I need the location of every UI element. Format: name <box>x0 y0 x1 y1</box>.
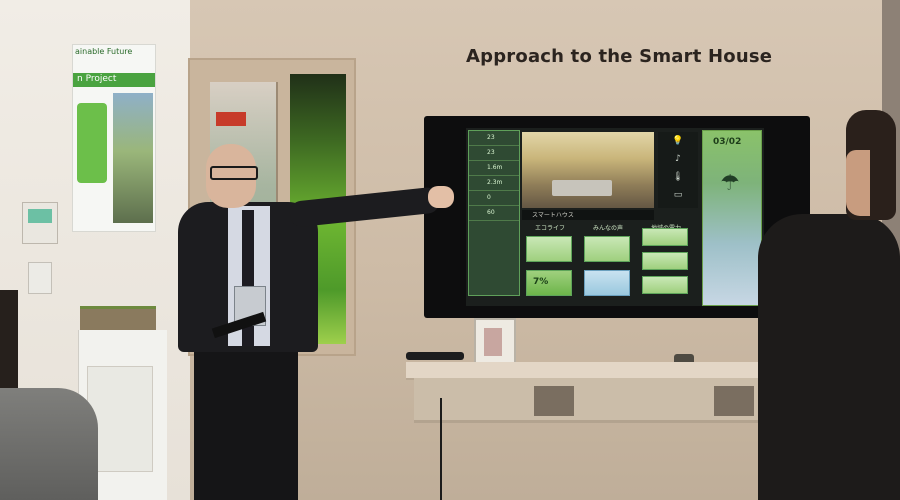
device-icons-column: 💡 ♪ 🌡 ▭ <box>658 132 698 208</box>
poster-top-text: ainable Future <box>75 47 133 56</box>
poster: ainable Future n Project <box>72 44 156 232</box>
poster-graphic <box>77 103 107 183</box>
bed-shape <box>552 180 612 196</box>
window-sticker <box>216 112 246 126</box>
tv-screen: 23 23 1.6m 2.3m 0 60 スマートハウス 💡 ♪ 🌡 ▭ 03/… <box>466 128 764 306</box>
camera-caption: スマートハウス <box>522 210 654 220</box>
shelf-gap <box>714 386 754 416</box>
room-camera-view <box>522 132 654 208</box>
wall-thermostat <box>22 202 58 244</box>
sensor-row: 60 <box>469 206 519 221</box>
thermometer-icon: 🌡 <box>672 172 684 182</box>
camera-caption-text: スマートハウス <box>532 212 574 219</box>
wall-outlet <box>28 262 52 294</box>
weather-panel: 03/02 ☂ <box>702 130 762 306</box>
presenter-head <box>206 144 256 208</box>
umbrella-icon: ☂ <box>720 171 740 196</box>
presenter-hand <box>428 186 454 208</box>
tile-header: みんなの声 <box>592 225 623 232</box>
sensor-row: 0 <box>469 191 519 206</box>
tile <box>526 236 572 262</box>
info-tiles: エコライフ みんなの声 地域の電力 7% <box>522 224 698 304</box>
sensor-row: 23 <box>469 131 519 146</box>
presenter-legs <box>194 352 298 500</box>
glasses-icon <box>210 166 258 180</box>
tile <box>584 270 630 296</box>
tile <box>584 236 630 262</box>
lightbulb-icon: 💡 <box>672 136 684 146</box>
thermostat-screen <box>28 209 52 223</box>
wall-sign: Approach to the Smart House <box>466 46 773 67</box>
counter-panel <box>87 366 153 472</box>
visitor-right <box>758 110 900 500</box>
poster-band-text: n Project <box>77 74 117 84</box>
tile-percent: 7% <box>533 277 549 287</box>
presenter <box>170 138 454 500</box>
shelf-gap <box>534 386 574 416</box>
cable <box>440 398 442 500</box>
visitor-right-body <box>758 214 900 500</box>
visitor-left-shoulder <box>0 388 98 500</box>
left-edge-shadow <box>0 290 18 400</box>
sensor-row: 23 <box>469 146 519 161</box>
screen-icon: ▭ <box>673 190 683 200</box>
tile <box>642 228 688 246</box>
sensor-column: 23 23 1.6m 2.3m 0 60 <box>468 130 520 296</box>
remote-control <box>406 352 464 360</box>
tile <box>642 276 688 294</box>
tv-display: 23 23 1.6m 2.3m 0 60 スマートハウス 💡 ♪ 🌡 ▭ 03/… <box>424 116 810 318</box>
tile: 7% <box>526 270 572 296</box>
sensor-row: 1.6m <box>469 161 519 176</box>
wall-shelf-lower <box>414 378 780 423</box>
visitor-right-face <box>846 150 870 216</box>
photo-frame-inner <box>484 328 502 356</box>
sensor-row: 2.3m <box>469 176 519 191</box>
tile-header: エコライフ <box>534 225 565 232</box>
weather-date: 03/02 <box>713 137 742 147</box>
poster-photo <box>113 93 153 223</box>
poster-band: n Project <box>73 73 155 87</box>
music-note-icon: ♪ <box>675 154 681 164</box>
tile <box>642 252 688 270</box>
